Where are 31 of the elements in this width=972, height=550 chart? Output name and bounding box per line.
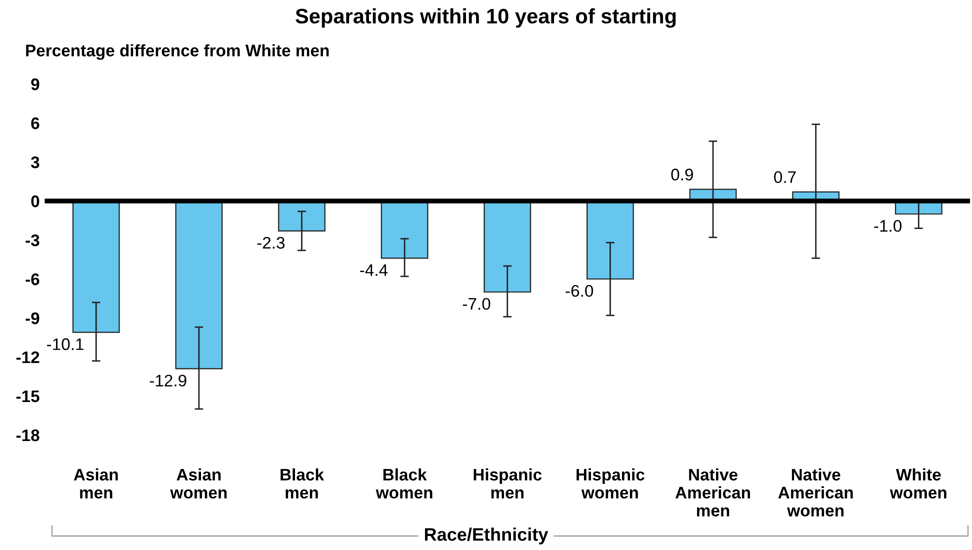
x-tick-label: Asian men xyxy=(74,468,118,499)
x-tick-label: Native American men xyxy=(675,468,750,516)
x-tick-label: White women xyxy=(890,468,946,499)
y-tick-label: 9 xyxy=(31,78,40,90)
y-tick-label: -3 xyxy=(26,234,40,246)
data-label: 0.7 xyxy=(774,171,796,184)
y-axis-title: Percentage difference from White men xyxy=(26,44,329,60)
y-tick-label: 6 xyxy=(31,117,40,130)
y-tick-label: -9 xyxy=(26,312,40,324)
y-tick-label: -18 xyxy=(16,429,40,442)
x-tick-label: Black men xyxy=(280,468,324,499)
data-label: -4.4 xyxy=(360,264,388,276)
x-tick-label: Native American women xyxy=(778,468,853,516)
x-tick-label: Hispanic women xyxy=(576,468,644,499)
x-axis-title: Race/Ethnicity xyxy=(425,528,548,544)
y-tick-label: -15 xyxy=(16,390,40,402)
data-label: -10.1 xyxy=(47,338,84,350)
data-label: -7.0 xyxy=(462,298,490,310)
y-tick-label: 0 xyxy=(31,195,40,208)
data-label: -2.3 xyxy=(257,236,285,249)
x-tick-label: Black women xyxy=(376,468,432,499)
y-tick-label: -6 xyxy=(26,273,40,286)
data-label: -12.9 xyxy=(150,374,186,386)
data-label: 0.9 xyxy=(671,168,693,180)
chart-title: Separations within 10 years of starting xyxy=(296,8,676,28)
x-tick-label: Hispanic men xyxy=(474,468,542,499)
data-label: -6.0 xyxy=(566,284,594,297)
y-tick-label: -12 xyxy=(16,351,40,364)
x-tick-label: Asian women xyxy=(170,468,227,499)
data-label: -1.0 xyxy=(874,220,902,232)
y-tick-label: 3 xyxy=(30,156,40,168)
